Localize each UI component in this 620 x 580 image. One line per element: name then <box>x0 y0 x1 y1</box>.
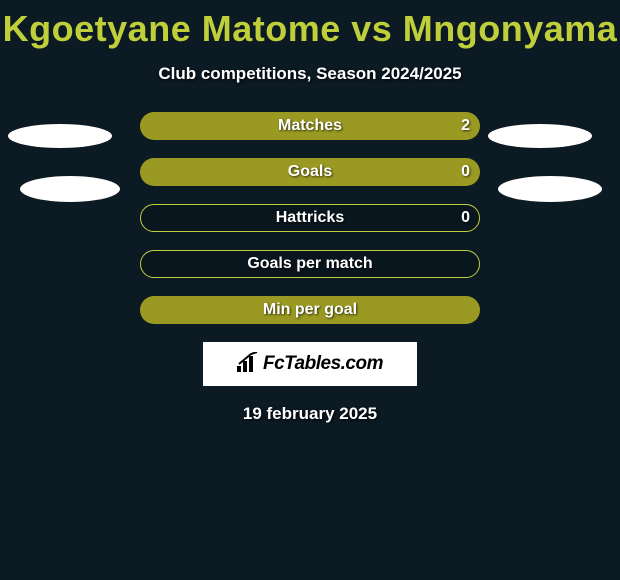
chart-icon <box>237 352 259 377</box>
bar-value: 0 <box>461 204 470 232</box>
bar-value: 2 <box>461 112 470 140</box>
logo-box: FcTables.com <box>203 342 417 386</box>
ellipse <box>20 176 120 202</box>
stat-row-hattricks: Hattricks 0 <box>140 204 480 232</box>
ellipse <box>8 124 112 148</box>
stat-row-min-per-goal: Min per goal <box>140 296 480 324</box>
bar-label: Goals per match <box>140 250 480 278</box>
bar-label: Min per goal <box>140 296 480 324</box>
bar-label: Goals <box>140 158 480 186</box>
stats-bars: Matches 2 Goals 0 Hattricks 0 Goals per … <box>140 112 480 324</box>
bar-value: 0 <box>461 158 470 186</box>
stat-row-matches: Matches 2 <box>140 112 480 140</box>
stat-row-goals-per-match: Goals per match <box>140 250 480 278</box>
ellipse <box>498 176 602 202</box>
bar-label: Matches <box>140 112 480 140</box>
date: 19 february 2025 <box>0 404 620 424</box>
subtitle: Club competitions, Season 2024/2025 <box>0 64 620 84</box>
stat-row-goals: Goals 0 <box>140 158 480 186</box>
logo-text: FcTables.com <box>263 353 383 375</box>
ellipse <box>488 124 592 148</box>
page-title: Kgoetyane Matome vs Mngonyama <box>0 0 620 50</box>
bar-label: Hattricks <box>140 204 480 232</box>
